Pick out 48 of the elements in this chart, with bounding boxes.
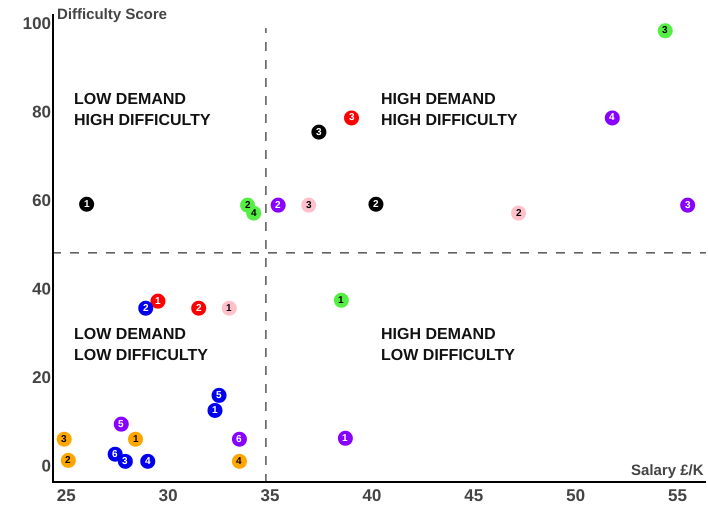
annotation: 2 xyxy=(373,199,379,210)
y-tick-label: 20 xyxy=(32,368,51,387)
annotation: 1 xyxy=(338,295,344,306)
y-tick-label: 80 xyxy=(32,102,51,122)
annotation: 2 xyxy=(65,455,71,466)
x-tick-label: 50 xyxy=(566,486,586,505)
annotation: 1 xyxy=(133,434,139,445)
annotation: 6 xyxy=(236,434,242,445)
annotation: 2 xyxy=(275,200,281,211)
x-tick-label: 35 xyxy=(260,486,280,505)
annotation: 5 xyxy=(216,390,222,401)
annotation: LOW DEMAND HIGH DIFFICULTY xyxy=(74,91,211,129)
annotation: 3 xyxy=(306,200,312,211)
x-tick-label: 45 xyxy=(464,486,484,505)
annotation: 4 xyxy=(145,456,151,467)
annotation: 1 xyxy=(155,296,161,307)
annotation: 3 xyxy=(61,434,67,445)
annotation: 5 xyxy=(118,419,124,430)
y-tick-label: 60 xyxy=(32,190,51,210)
annotation: 4 xyxy=(251,208,257,219)
y-tick-label: 0 xyxy=(42,456,51,476)
annotation: 3 xyxy=(316,127,322,138)
annotation: 1 xyxy=(342,433,348,444)
annotation: 1 xyxy=(84,199,90,210)
annotation: LOW DEMAND LOW DIFFICULTY xyxy=(74,326,208,364)
annotation: 2 xyxy=(516,208,522,219)
x-tick-label: 25 xyxy=(56,486,76,505)
annotation: 2 xyxy=(196,303,202,314)
annotation: 1 xyxy=(212,405,218,416)
x-tick-label: 30 xyxy=(158,486,178,505)
x-tick-label: 55 xyxy=(668,486,687,505)
y-tick-label: 40 xyxy=(32,279,51,298)
annotation: 4 xyxy=(236,456,242,467)
annotation: 4 xyxy=(609,112,615,123)
annotation: 3 xyxy=(685,200,691,211)
annotation: 1 xyxy=(226,303,232,314)
annotation: 2 xyxy=(245,200,251,211)
annotation: HIGH DEMAND HIGH DIFFICULTY xyxy=(381,91,518,129)
annotation: 3 xyxy=(122,456,128,467)
y-axis-title: Difficulty Score xyxy=(57,6,168,23)
x-tick-label: 40 xyxy=(362,486,382,505)
annotation: 2 xyxy=(143,303,149,314)
annotation: 6 xyxy=(112,449,118,460)
annotation: HIGH DEMAND LOW DIFFICULTY xyxy=(381,326,516,364)
annotation: 3 xyxy=(662,25,668,36)
x-axis-title: Salary £/K xyxy=(631,462,704,479)
annotation: 3 xyxy=(349,112,355,123)
y-tick-label: 100 xyxy=(22,14,51,33)
